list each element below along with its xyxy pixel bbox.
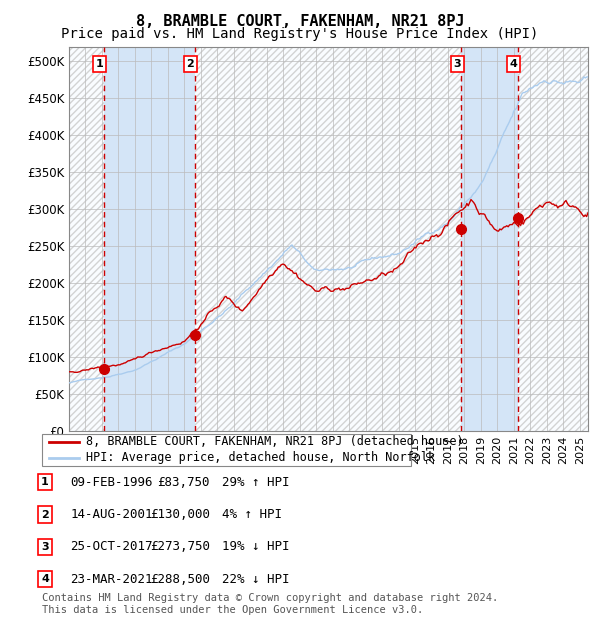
Text: 8, BRAMBLE COURT, FAKENHAM, NR21 8PJ: 8, BRAMBLE COURT, FAKENHAM, NR21 8PJ: [136, 14, 464, 29]
Text: 29% ↑ HPI: 29% ↑ HPI: [222, 476, 290, 489]
Text: £273,750: £273,750: [150, 541, 210, 553]
Text: 4% ↑ HPI: 4% ↑ HPI: [222, 508, 282, 521]
Bar: [461, 46, 518, 431]
Text: 2: 2: [41, 510, 49, 520]
Text: 4: 4: [41, 574, 49, 584]
Text: 1: 1: [41, 477, 49, 487]
Text: Contains HM Land Registry data © Crown copyright and database right 2024.
This d: Contains HM Land Registry data © Crown c…: [42, 593, 498, 615]
Text: 2: 2: [187, 59, 194, 69]
Text: 14-AUG-2001: 14-AUG-2001: [70, 508, 152, 521]
Bar: [194, 46, 461, 431]
Text: 3: 3: [41, 542, 49, 552]
Text: 19% ↓ HPI: 19% ↓ HPI: [222, 541, 290, 553]
Text: Price paid vs. HM Land Registry's House Price Index (HPI): Price paid vs. HM Land Registry's House …: [61, 27, 539, 41]
Text: 25-OCT-2017: 25-OCT-2017: [70, 541, 152, 553]
Text: £83,750: £83,750: [158, 476, 210, 489]
Text: £130,000: £130,000: [150, 508, 210, 521]
Text: 4: 4: [509, 59, 517, 69]
Text: 3: 3: [454, 59, 461, 69]
Bar: [69, 46, 104, 431]
Text: 09-FEB-1996: 09-FEB-1996: [70, 476, 152, 489]
Text: 1: 1: [96, 59, 104, 69]
Bar: [518, 46, 588, 431]
Text: £288,500: £288,500: [150, 573, 210, 585]
Text: HPI: Average price, detached house, North Norfolk: HPI: Average price, detached house, Nort…: [86, 451, 436, 464]
Text: 22% ↓ HPI: 22% ↓ HPI: [222, 573, 290, 585]
Text: 23-MAR-2021: 23-MAR-2021: [70, 573, 152, 585]
Bar: [104, 46, 194, 431]
Text: 8, BRAMBLE COURT, FAKENHAM, NR21 8PJ (detached house): 8, BRAMBLE COURT, FAKENHAM, NR21 8PJ (de…: [86, 435, 464, 448]
FancyBboxPatch shape: [42, 434, 411, 466]
